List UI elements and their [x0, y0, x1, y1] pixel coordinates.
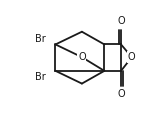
Text: Br: Br	[35, 34, 46, 44]
Text: O: O	[128, 52, 136, 62]
Text: O: O	[117, 89, 125, 99]
Text: O: O	[78, 52, 86, 62]
Text: O: O	[117, 16, 125, 26]
Text: Br: Br	[35, 72, 46, 82]
